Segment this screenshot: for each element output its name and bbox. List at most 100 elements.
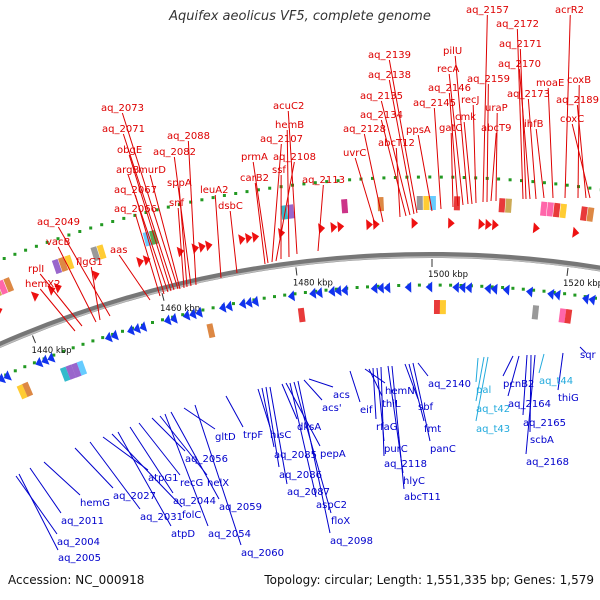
gene-label[interactable]: aq_2157 [466, 5, 509, 16]
gene-label[interactable]: aq_2108 [273, 152, 316, 163]
gene-label[interactable]: aq_2056 [185, 454, 228, 465]
gene-label[interactable]: purC [384, 444, 408, 455]
gene-label[interactable]: ssf [272, 165, 286, 176]
gene-label[interactable]: coxC [560, 114, 584, 125]
gene-label[interactable]: aq_2044 [173, 496, 216, 507]
gene-label[interactable]: abcT12 [378, 138, 415, 149]
gene-label[interactable]: aq_2087 [287, 487, 330, 498]
gene-label[interactable]: aq_2107 [260, 134, 303, 145]
gene-label[interactable]: gltD [215, 432, 236, 443]
gene-label[interactable]: recA [437, 64, 460, 75]
gene-label[interactable]: eif [360, 405, 373, 416]
gene-label[interactable]: rfaG [376, 422, 398, 433]
gene-label[interactable]: aq_2011 [61, 516, 104, 527]
gene-label[interactable]: obgE [117, 145, 142, 156]
gene-label[interactable]: aq_2171 [499, 39, 542, 50]
gene-label[interactable]: acs' [322, 403, 342, 414]
gene-label[interactable]: rplI [28, 264, 44, 275]
gene-label[interactable]: hisC [270, 430, 291, 441]
gene-label[interactable]: aq_2140 [428, 379, 471, 390]
gene-label[interactable]: aq_2135 [360, 91, 403, 102]
gene-label[interactable]: fmt [424, 424, 441, 435]
gene-label[interactable]: carB2 [240, 173, 269, 184]
gene-label[interactable]: helX [207, 478, 229, 489]
gene-label[interactable]: aq_2060 [241, 548, 284, 559]
gene-label[interactable]: ihfB [524, 119, 544, 130]
gene-label[interactable]: aq_2004 [57, 537, 100, 548]
gene-label[interactable]: hlyC [403, 476, 425, 487]
gene-label[interactable]: flgG1 [76, 257, 103, 268]
gene-label[interactable]: dsbC [218, 201, 243, 212]
gene-label[interactable]: aq_2159 [467, 74, 510, 85]
gene-label[interactable]: abcT11 [404, 492, 441, 503]
gene-label[interactable]: atpG1 [148, 473, 179, 484]
gene-label[interactable]: thiL [382, 399, 401, 410]
gene-label[interactable]: ppsA [406, 125, 431, 136]
gene-label[interactable]: aq_2139 [368, 50, 411, 61]
gene-label[interactable]: aq_2027 [113, 491, 156, 502]
gene-label[interactable]: recG [180, 478, 203, 489]
gene-label[interactable]: hemN [385, 386, 415, 397]
gene-label[interactable]: thiG [558, 393, 579, 404]
gene-label[interactable]: aq_2031 [140, 512, 183, 523]
gene-label[interactable]: recJ [461, 95, 480, 106]
gene-label[interactable]: aq_t43 [476, 424, 510, 435]
gene-label[interactable]: aq_2082 [153, 147, 196, 158]
gene-label[interactable]: aq_2189 [556, 95, 599, 106]
gene-label[interactable]: pal [476, 385, 491, 396]
gene-label[interactable]: sppA [167, 178, 192, 189]
gene-label[interactable]: hemG [80, 498, 110, 509]
gene-label[interactable]: abcT9 [481, 123, 511, 134]
gene-label[interactable]: argB [116, 165, 139, 176]
gene-label[interactable]: aq_2128 [343, 124, 386, 135]
gene-label[interactable]: aq_2088 [167, 131, 210, 142]
gene-label[interactable]: sbf [418, 402, 434, 413]
gene-label[interactable]: gatC [439, 123, 462, 134]
gene-label[interactable]: pepA [320, 449, 346, 460]
gene-label[interactable]: murD [138, 165, 166, 176]
gene-label[interactable]: dksA [297, 422, 321, 433]
gene-label[interactable]: uvrC [343, 148, 366, 159]
gene-label[interactable]: aq_2165 [523, 418, 566, 429]
gene-label[interactable]: aas [110, 245, 127, 256]
gene-label[interactable]: leuA2 [200, 185, 228, 196]
gene-label[interactable]: aq_2066 [114, 204, 157, 215]
gene-label[interactable]: aq_2086 [279, 470, 322, 481]
gene-label[interactable]: aq_t42 [476, 404, 510, 415]
gene-label[interactable]: aq_2067 [114, 185, 157, 196]
gene-label[interactable]: cmk [455, 112, 476, 123]
gene-label[interactable]: aq_2138 [368, 70, 411, 81]
gene-label[interactable]: aq_2134 [360, 110, 403, 121]
gene-label[interactable]: scbA [530, 435, 554, 446]
gene-label[interactable]: panC [430, 444, 456, 455]
gene-label[interactable]: snf [169, 198, 185, 209]
gene-label[interactable]: aq_2071 [102, 124, 145, 135]
gene-label[interactable]: aq_2164 [508, 399, 551, 410]
gene-label[interactable]: aq_2113 [302, 175, 345, 186]
gene-label[interactable]: moaE [536, 78, 564, 89]
gene-label[interactable]: aq_2145 [413, 98, 456, 109]
gene-label[interactable]: acuC2 [273, 101, 304, 112]
gene-label[interactable]: pcnB2 [503, 379, 534, 390]
gene-label[interactable]: prmA [241, 152, 268, 163]
gene-label[interactable]: aq_2005 [58, 553, 101, 564]
gene-label[interactable]: floX [331, 516, 350, 527]
gene-label[interactable]: aq_2054 [208, 529, 251, 540]
gene-label[interactable]: hemX2 [25, 279, 60, 290]
gene-label[interactable]: hemB [275, 120, 304, 131]
gene-label[interactable]: aq_2173 [507, 89, 550, 100]
gene-label[interactable]: acs [333, 390, 350, 401]
gene-label[interactable]: aq_2073 [101, 103, 144, 114]
gene-label[interactable]: aq_2118 [384, 459, 427, 470]
gene-label[interactable]: aq_2172 [496, 19, 539, 30]
gene-label[interactable]: aspC2 [316, 500, 347, 511]
gene-label[interactable]: aq_2170 [498, 59, 541, 70]
gene-label[interactable]: aq_2085 [274, 450, 317, 461]
gene-label[interactable]: sqr [580, 350, 597, 361]
gene-label[interactable]: aq_2059 [219, 502, 262, 513]
gene-label[interactable]: aq_2168 [526, 457, 569, 468]
gene-label[interactable]: uraP [485, 103, 508, 114]
gene-label[interactable]: aq_t44 [539, 376, 573, 387]
gene-label[interactable]: aq_2146 [428, 83, 471, 94]
gene-label[interactable]: aq_2049 [37, 217, 80, 228]
